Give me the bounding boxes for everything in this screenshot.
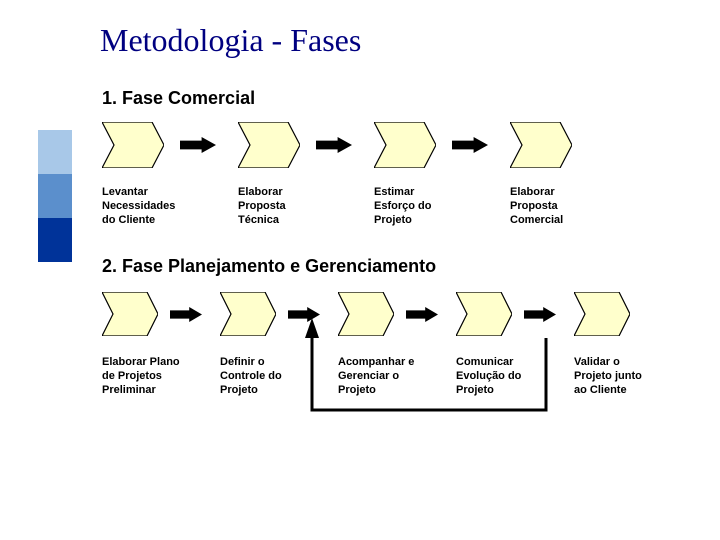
phase2-step-label: Elaborar Planode ProjetosPreliminar: [102, 356, 220, 397]
side-accent-segment: [38, 218, 72, 262]
phase2-step-shape: [574, 292, 630, 336]
phase1-step-shape: [238, 122, 300, 168]
phase1-flow-row: [102, 122, 572, 168]
phase1-step-label: LevantarNecessidadesdo Cliente: [102, 186, 238, 227]
side-accent-segment: [38, 130, 72, 174]
side-accent-segment: [38, 174, 72, 218]
phase2-heading: 2. Fase Planejamento e Gerenciamento: [102, 256, 436, 277]
phase1-arrow: [452, 137, 488, 153]
phase2-arrow: [170, 307, 202, 322]
phase1-arrow: [180, 137, 216, 153]
phase2-step-label: Validar oProjeto juntoao Cliente: [574, 356, 692, 397]
phase1-step-shape: [510, 122, 572, 168]
phase2-step-shape: [220, 292, 276, 336]
phase1-step-shape: [102, 122, 164, 168]
phase1-heading: 1. Fase Comercial: [102, 88, 255, 109]
page-title: Metodologia - Fases: [100, 22, 361, 59]
phase2-step-shape: [102, 292, 158, 336]
phase1-step-label: ElaborarPropostaComercial: [510, 186, 646, 227]
phase1-arrow: [316, 137, 352, 153]
feedback-loop-arrow: [292, 314, 566, 416]
phase1-labels: LevantarNecessidadesdo ClienteElaborarPr…: [102, 186, 646, 227]
phase1-step-label: EstimarEsforço doProjeto: [374, 186, 510, 227]
phase1-step-label: ElaborarPropostaTécnica: [238, 186, 374, 227]
phase1-step-shape: [374, 122, 436, 168]
